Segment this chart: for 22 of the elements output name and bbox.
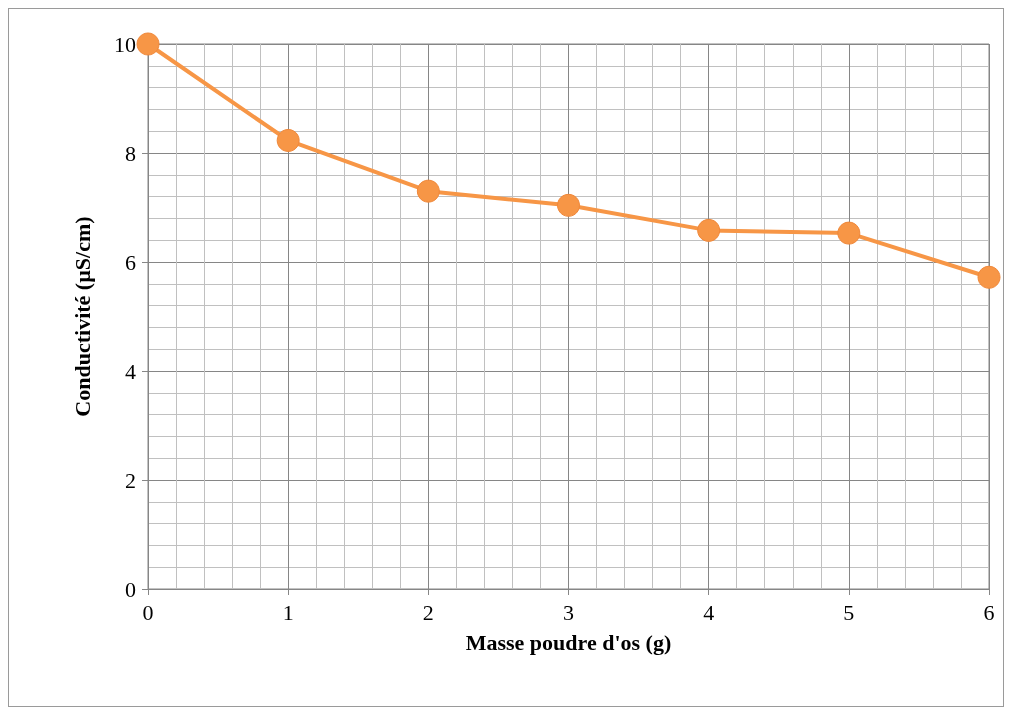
y-tick-label: 0 [125, 576, 136, 602]
x-tick-label: 4 [703, 599, 715, 625]
y-axis-title: Conductivité (µS/cm) [69, 216, 95, 417]
y-tick-label: 10 [114, 31, 136, 57]
y-tick-label: 2 [125, 467, 136, 493]
point [416, 179, 440, 203]
point [276, 128, 300, 152]
x-tick-label: 6 [983, 599, 995, 625]
x-tick-label: 0 [142, 599, 154, 625]
point [837, 221, 861, 245]
x-axis-title: Masse poudre d'os (g) [465, 629, 672, 655]
point [136, 32, 160, 56]
x-tick-label: 3 [563, 599, 574, 625]
point [557, 193, 580, 217]
y-tick-label: 4 [125, 358, 136, 384]
x-tick-label: 2 [422, 599, 434, 625]
y-tick-label: 6 [125, 249, 136, 275]
point [977, 265, 1001, 289]
x-tick-label: 1 [282, 599, 294, 625]
y-tick-label: 8 [125, 140, 136, 166]
point [697, 218, 721, 242]
x-tick-label: 5 [843, 599, 855, 625]
